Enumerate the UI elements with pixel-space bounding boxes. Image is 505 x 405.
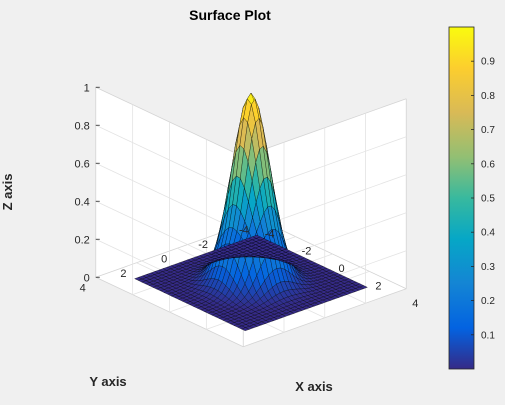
z-tick-label: 0 — [84, 272, 90, 284]
y-tick-label: 2 — [120, 268, 126, 280]
colorbar: 0.1 0.2 0.3 0.4 0.5 0.6 0.7 0.8 0.9 — [448, 26, 495, 370]
tick-labels: 0 0.2 0.4 0.6 0.8 1 -4 -2 0 2 4 -4 -2 0 2 4 — [74, 82, 418, 310]
x-tick-label: -4 — [265, 228, 275, 240]
x-axis-label: X axis — [295, 379, 333, 394]
x-tick-label: 0 — [339, 263, 345, 275]
colorbar-tick-label: 0.7 — [481, 125, 495, 136]
colorbar-tick-label: 0.2 — [481, 296, 495, 307]
surface-facet — [359, 285, 368, 289]
x-tick-label: 4 — [412, 298, 418, 310]
y-tick-label: 0 — [161, 253, 167, 265]
surface-mesh — [134, 92, 368, 331]
colorbar-tick-label: 0.6 — [481, 159, 495, 170]
colorbar-tick-label: 0.9 — [481, 57, 495, 68]
colorbar-tick-label: 0.8 — [481, 91, 495, 102]
z-axis-label: Z axis — [0, 174, 15, 211]
z-tick-label: 1 — [84, 82, 90, 94]
grid-line — [95, 124, 244, 196]
y-tick-label: -4 — [239, 224, 249, 236]
y-axis-label: Y axis — [89, 374, 126, 389]
colorbar-tick-label: 0.3 — [481, 262, 495, 273]
chart-title: Surface Plot — [189, 7, 271, 23]
z-tick-label: 0.4 — [74, 196, 89, 208]
z-tick-label: 0.2 — [74, 234, 89, 246]
z-tick-label: 0.8 — [74, 120, 89, 132]
colorbar-gradient — [448, 26, 475, 370]
y-tick-label: 4 — [80, 282, 86, 294]
colorbar-tick-label: 0.1 — [481, 330, 495, 341]
y-tick-label: -2 — [198, 239, 208, 251]
z-tick-label: 0.6 — [74, 158, 89, 170]
grid-line — [95, 162, 244, 234]
x-tick-label: 2 — [375, 280, 381, 292]
colorbar-tick-label: 0.5 — [481, 194, 495, 205]
colorbar-tick-label: 0.4 — [481, 228, 495, 239]
x-tick-label: -2 — [302, 246, 312, 258]
